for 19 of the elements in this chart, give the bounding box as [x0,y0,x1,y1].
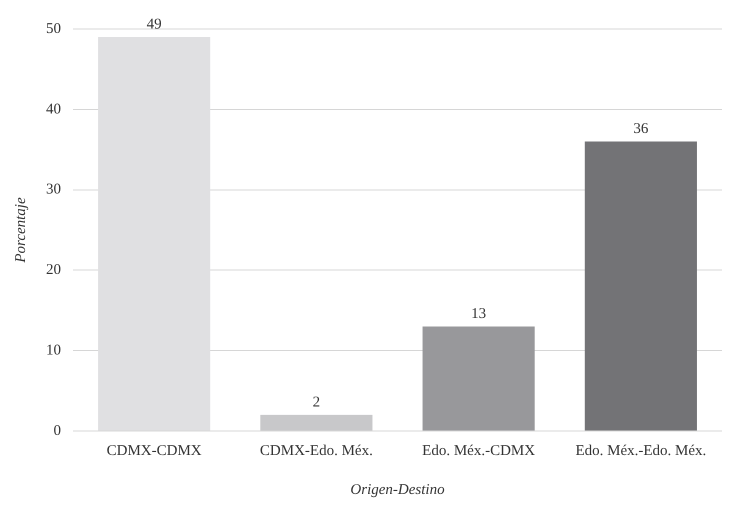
bar [260,414,372,430]
y-tick-label: 40 [46,101,61,118]
y-tick-label: 0 [54,422,61,439]
data-label: 36 [633,120,649,137]
x-tick-label: CDMX-Edo. Méx. [260,442,373,459]
y-tick-label: 50 [46,20,61,37]
data-label: 49 [146,16,162,32]
data-label: 2 [312,394,320,410]
x-tick-label: Edo. Méx.-CDMX [422,442,536,459]
x-axis-title: Origen-Destino [350,482,446,498]
x-tick-label: Edo. Méx.-Edo. Méx. [575,442,706,459]
y-axis-title: Porcentaje [12,197,29,264]
y-tick-label: 10 [46,342,61,359]
y-tick-label: 30 [46,182,61,198]
data-label: 13 [471,306,486,322]
x-tick-label: CDMX-CDMX [106,442,202,459]
y-tick-label: 20 [46,262,61,278]
bar [584,142,697,430]
bar [422,326,535,430]
